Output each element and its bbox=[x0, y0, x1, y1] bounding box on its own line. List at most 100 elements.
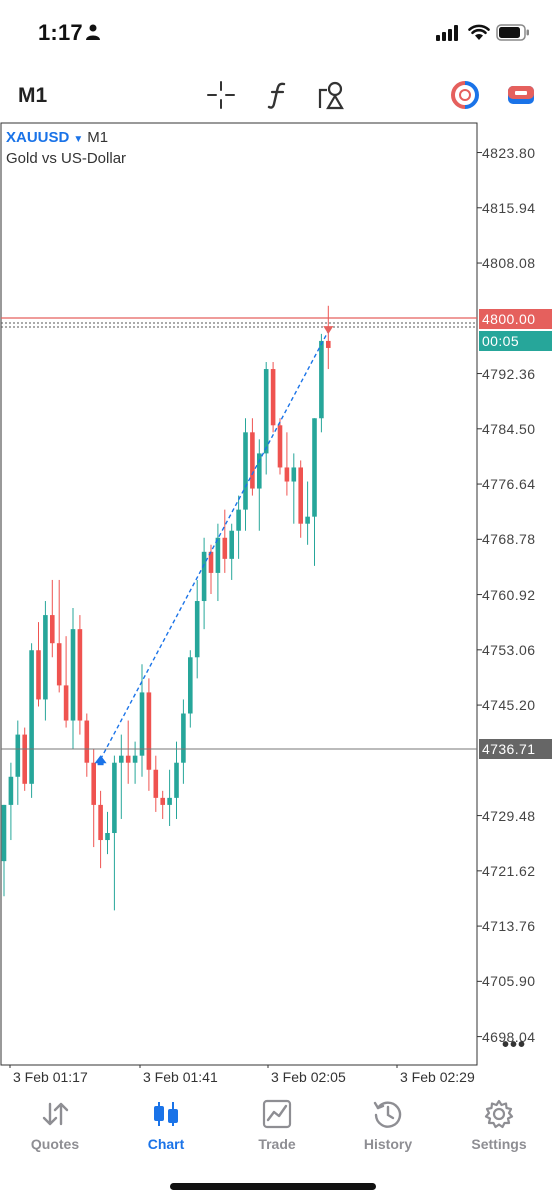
indicators-icon[interactable] bbox=[262, 80, 294, 110]
bull-candle bbox=[167, 797, 172, 805]
nav-trade[interactable]: Trade bbox=[222, 1090, 332, 1160]
time-axis-label: 3 Feb 01:41 bbox=[143, 1069, 218, 1085]
bottom-navigation: Quotes Chart Trade History bbox=[0, 1090, 554, 1200]
crosshair-icon[interactable] bbox=[205, 80, 237, 110]
home-indicator bbox=[170, 1183, 376, 1190]
candlestick-plot[interactable] bbox=[0, 122, 554, 1068]
bear-candle bbox=[326, 340, 331, 348]
plot-frame bbox=[0, 122, 478, 1066]
price-axis-label: 4760.92 bbox=[482, 586, 536, 603]
symbol-timeframe: M1 bbox=[87, 129, 109, 146]
bear-candle bbox=[153, 769, 159, 798]
time-axis-label: 3 Feb 02:05 bbox=[271, 1069, 346, 1085]
battery-icon bbox=[496, 24, 529, 41]
quotes-icon bbox=[42, 1102, 69, 1126]
bull-candle bbox=[194, 601, 200, 658]
bull-candle bbox=[215, 537, 221, 573]
exit-arrow bbox=[323, 326, 334, 335]
nav-chart[interactable]: Chart bbox=[111, 1090, 221, 1160]
one-click-trading-icon[interactable] bbox=[449, 80, 481, 110]
bear-candle bbox=[84, 720, 90, 763]
bull-candle bbox=[112, 762, 117, 834]
price-chart[interactable]: XAUUSD ▼ M1 Gold vs US-Dollar 4823.80 4815.… bbox=[0, 122, 554, 1085]
bear-candle bbox=[146, 692, 152, 770]
trade-panel-icon[interactable] bbox=[505, 80, 537, 110]
status-time: 1:17 bbox=[38, 20, 83, 45]
person-icon bbox=[86, 24, 100, 40]
time-axis-label: 3 Feb 01:17 bbox=[13, 1069, 88, 1085]
price-axis-label: 4792.36 bbox=[482, 365, 536, 382]
bear-candle bbox=[50, 615, 55, 644]
bear-candle bbox=[277, 425, 283, 468]
bull-candle bbox=[15, 734, 21, 777]
nav-label-settings: Settings bbox=[471, 1136, 527, 1152]
bull-candle bbox=[8, 776, 14, 805]
bear-candle bbox=[208, 551, 214, 573]
price-axis-label: 4721.62 bbox=[482, 862, 536, 879]
settings-icon bbox=[484, 1099, 514, 1129]
bear-candle bbox=[284, 467, 290, 482]
symbol-description: Gold vs US-Dollar bbox=[6, 150, 127, 167]
bull-candle bbox=[236, 509, 241, 531]
symbol-name[interactable]: XAUUSD bbox=[6, 129, 70, 146]
price-axis-label: 4705.90 bbox=[482, 973, 536, 990]
crosshair-price-tag: 4736.71 bbox=[479, 739, 552, 759]
symbol-header[interactable]: XAUUSD ▼ M1 bbox=[6, 129, 108, 146]
bull-candle bbox=[305, 516, 310, 524]
nav-label-trade: Trade bbox=[258, 1136, 296, 1152]
bear-candle bbox=[36, 650, 41, 700]
timeframe-button[interactable]: M1 bbox=[18, 84, 48, 107]
bull-candle bbox=[43, 615, 48, 700]
price-axis-label: 4753.06 bbox=[482, 641, 536, 658]
nav-history[interactable]: History bbox=[333, 1090, 443, 1160]
price-axis-label: 4815.94 bbox=[482, 199, 536, 216]
bull-candle bbox=[1, 804, 7, 862]
price-axis-label: 4745.20 bbox=[482, 697, 536, 714]
bull-candle bbox=[312, 418, 317, 517]
price-axis-label: 4776.64 bbox=[482, 476, 536, 493]
price-axis-label: 4713.76 bbox=[482, 918, 536, 935]
bull-candle bbox=[119, 755, 124, 763]
bear-candle bbox=[63, 685, 69, 721]
bull-candle bbox=[105, 833, 110, 841]
bear-candle bbox=[222, 537, 228, 559]
bear-candle bbox=[22, 734, 27, 784]
price-axis-label: 4698.04 bbox=[482, 1028, 536, 1045]
bear-candle bbox=[56, 643, 62, 686]
trade-icon bbox=[262, 1099, 292, 1129]
bear-candle bbox=[98, 804, 103, 841]
nav-label-quotes: Quotes bbox=[30, 1136, 80, 1152]
objects-icon[interactable] bbox=[317, 80, 349, 110]
bear-candle bbox=[160, 797, 165, 805]
bull-candle bbox=[263, 369, 269, 454]
bear-candle bbox=[250, 432, 255, 489]
symbol-dropdown-icon[interactable]: ▼ bbox=[73, 134, 84, 145]
countdown-tag: 00:05 bbox=[479, 331, 552, 351]
wifi-icon bbox=[468, 24, 490, 40]
bull-candle bbox=[201, 551, 207, 602]
bull-candle bbox=[291, 467, 297, 482]
bull-candle bbox=[243, 432, 248, 510]
nav-settings[interactable]: Settings bbox=[444, 1090, 554, 1160]
more-options-icon[interactable]: ••• bbox=[502, 1034, 527, 1056]
bear-candle bbox=[270, 369, 276, 426]
bear-candle bbox=[91, 762, 96, 805]
time-axis-label: 3 Feb 02:29 bbox=[400, 1069, 475, 1085]
price-axis-label: 4784.50 bbox=[482, 420, 536, 437]
chart-icon bbox=[154, 1102, 178, 1126]
bull-candle bbox=[229, 530, 234, 559]
bull-candle bbox=[70, 629, 76, 721]
nav-quotes[interactable]: Quotes bbox=[0, 1090, 110, 1160]
price-axis-label: 4823.80 bbox=[482, 144, 536, 161]
bull-candle bbox=[181, 713, 186, 763]
current-price-tag: 4800.00 bbox=[479, 309, 552, 329]
bear-candle bbox=[77, 629, 83, 721]
bear-candle bbox=[298, 467, 303, 524]
entry-arrow-base bbox=[97, 762, 104, 766]
history-icon bbox=[373, 1101, 402, 1128]
price-axis-label: 4808.08 bbox=[482, 255, 536, 272]
bull-candle bbox=[319, 340, 324, 419]
bull-candle bbox=[132, 755, 138, 763]
bull-candle bbox=[257, 453, 262, 489]
entry-arrow bbox=[94, 755, 107, 764]
